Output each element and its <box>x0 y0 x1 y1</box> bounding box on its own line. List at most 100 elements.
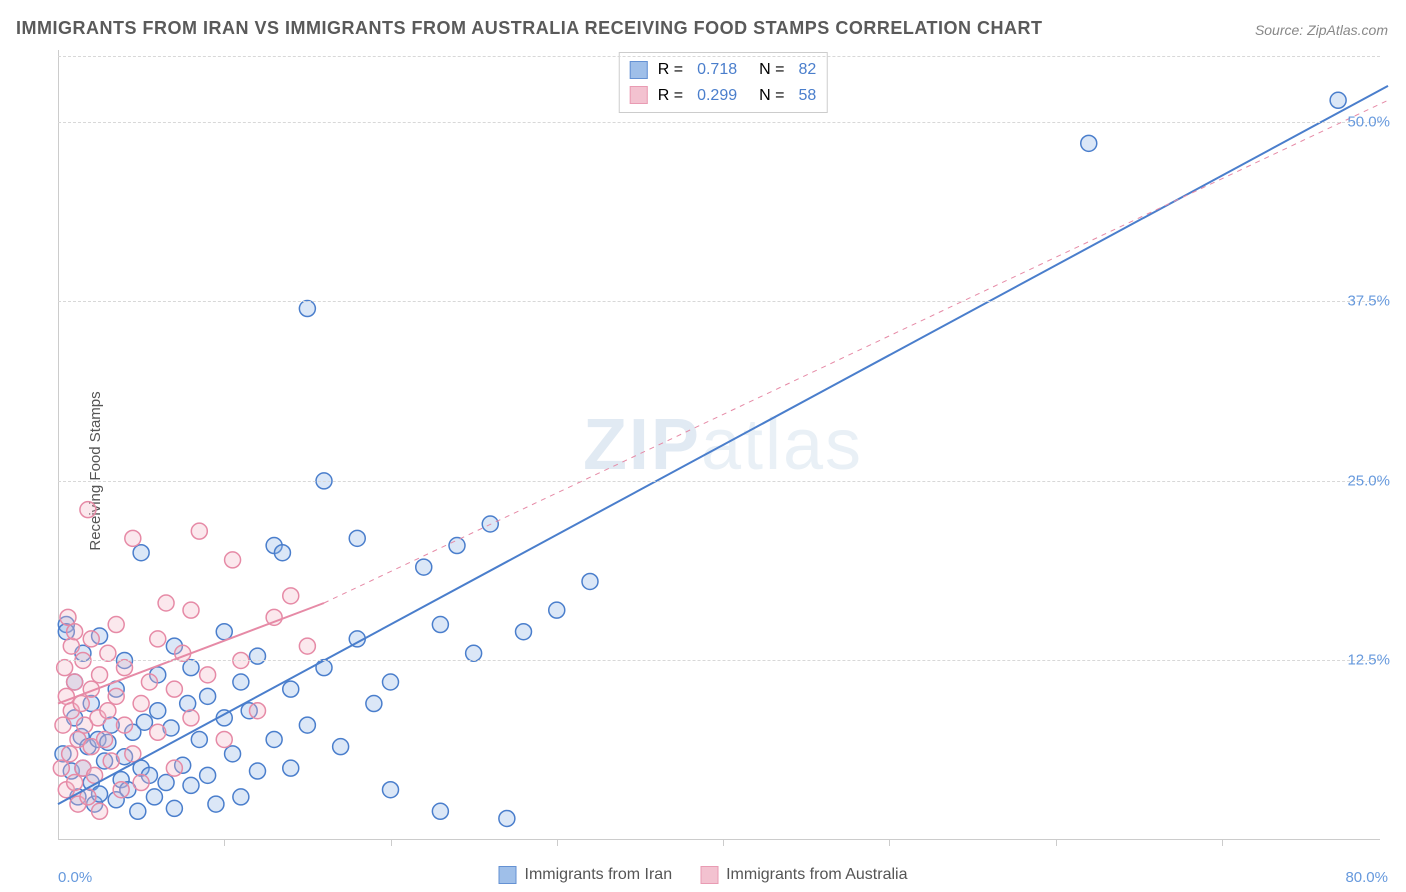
series-legend: Immigrants from Iran Immigrants from Aus… <box>499 866 908 884</box>
data-point <box>333 739 349 755</box>
data-point <box>100 703 116 719</box>
data-point <box>183 660 199 676</box>
data-point <box>283 681 299 697</box>
data-point <box>67 624 83 640</box>
data-point <box>1330 92 1346 108</box>
data-point <box>146 789 162 805</box>
data-point <box>1081 135 1097 151</box>
gridline-h <box>58 122 1380 123</box>
x-tick <box>723 840 724 846</box>
data-point <box>225 746 241 762</box>
chart-title: IMMIGRANTS FROM IRAN VS IMMIGRANTS FROM … <box>16 18 1042 39</box>
data-point <box>191 523 207 539</box>
data-point <box>383 674 399 690</box>
regression-line <box>58 86 1388 804</box>
data-point <box>150 631 166 647</box>
gridline-h <box>58 56 1380 57</box>
data-point <box>60 609 76 625</box>
gridline-h <box>58 481 1380 482</box>
source-attribution: Source: ZipAtlas.com <box>1255 22 1388 38</box>
data-point <box>449 538 465 554</box>
data-point <box>53 760 69 776</box>
swatch-iran <box>499 866 517 884</box>
data-point <box>62 746 78 762</box>
data-point <box>80 502 96 518</box>
data-point <box>549 602 565 618</box>
scatter-svg <box>58 50 1388 840</box>
data-point <box>266 731 282 747</box>
y-tick-label: 25.0% <box>1347 472 1390 489</box>
data-point <box>133 775 149 791</box>
data-point <box>97 731 113 747</box>
legend-label-australia: Immigrants from Australia <box>726 866 907 884</box>
legend-label-iran: Immigrants from Iran <box>525 866 673 884</box>
data-point <box>200 667 216 683</box>
y-tick-label: 12.5% <box>1347 652 1390 669</box>
data-point <box>366 696 382 712</box>
data-point <box>250 763 266 779</box>
data-point <box>141 674 157 690</box>
x-axis-min-label: 0.0% <box>58 869 92 886</box>
data-point <box>133 696 149 712</box>
data-point <box>67 674 83 690</box>
data-point <box>180 696 196 712</box>
data-point <box>233 789 249 805</box>
data-point <box>158 775 174 791</box>
swatch-australia <box>700 866 718 884</box>
data-point <box>274 545 290 561</box>
data-point <box>208 796 224 812</box>
data-point <box>125 746 141 762</box>
data-point <box>103 753 119 769</box>
data-point <box>73 696 89 712</box>
data-point <box>83 631 99 647</box>
data-point <box>57 660 73 676</box>
data-point <box>349 530 365 546</box>
data-point <box>117 717 133 733</box>
data-point <box>100 645 116 661</box>
data-point <box>191 731 207 747</box>
chart-wrap: Receiving Food Stamps ZIPatlas R = 0.718… <box>0 50 1406 892</box>
data-point <box>183 710 199 726</box>
legend-item-iran: Immigrants from Iran <box>499 866 673 884</box>
gridline-h <box>58 301 1380 302</box>
data-point <box>432 803 448 819</box>
data-point <box>150 724 166 740</box>
data-point <box>92 803 108 819</box>
data-point <box>416 559 432 575</box>
x-tick <box>1056 840 1057 846</box>
data-point <box>183 602 199 618</box>
x-tick <box>889 840 890 846</box>
data-point <box>466 645 482 661</box>
x-tick <box>557 840 558 846</box>
data-point <box>136 714 152 730</box>
data-point <box>299 638 315 654</box>
data-point <box>166 800 182 816</box>
legend-item-australia: Immigrants from Australia <box>700 866 907 884</box>
gridline-h <box>58 660 1380 661</box>
data-point <box>166 760 182 776</box>
data-point <box>499 810 515 826</box>
data-point <box>250 648 266 664</box>
x-tick <box>1222 840 1223 846</box>
y-tick-label: 50.0% <box>1347 113 1390 130</box>
data-point <box>130 803 146 819</box>
data-point <box>316 660 332 676</box>
data-point <box>283 588 299 604</box>
data-point <box>516 624 532 640</box>
data-point <box>55 717 71 733</box>
data-point <box>216 731 232 747</box>
data-point <box>150 703 166 719</box>
data-point <box>383 782 399 798</box>
x-tick <box>224 840 225 846</box>
data-point <box>250 703 266 719</box>
data-point <box>108 617 124 633</box>
data-point <box>233 674 249 690</box>
data-point <box>299 301 315 317</box>
plot-area: ZIPatlas R = 0.718 N = 82 R = 0.299 N = … <box>58 50 1388 840</box>
x-tick <box>391 840 392 846</box>
data-point <box>92 667 108 683</box>
data-point <box>63 638 79 654</box>
data-point <box>183 777 199 793</box>
data-point <box>133 545 149 561</box>
data-point <box>200 688 216 704</box>
